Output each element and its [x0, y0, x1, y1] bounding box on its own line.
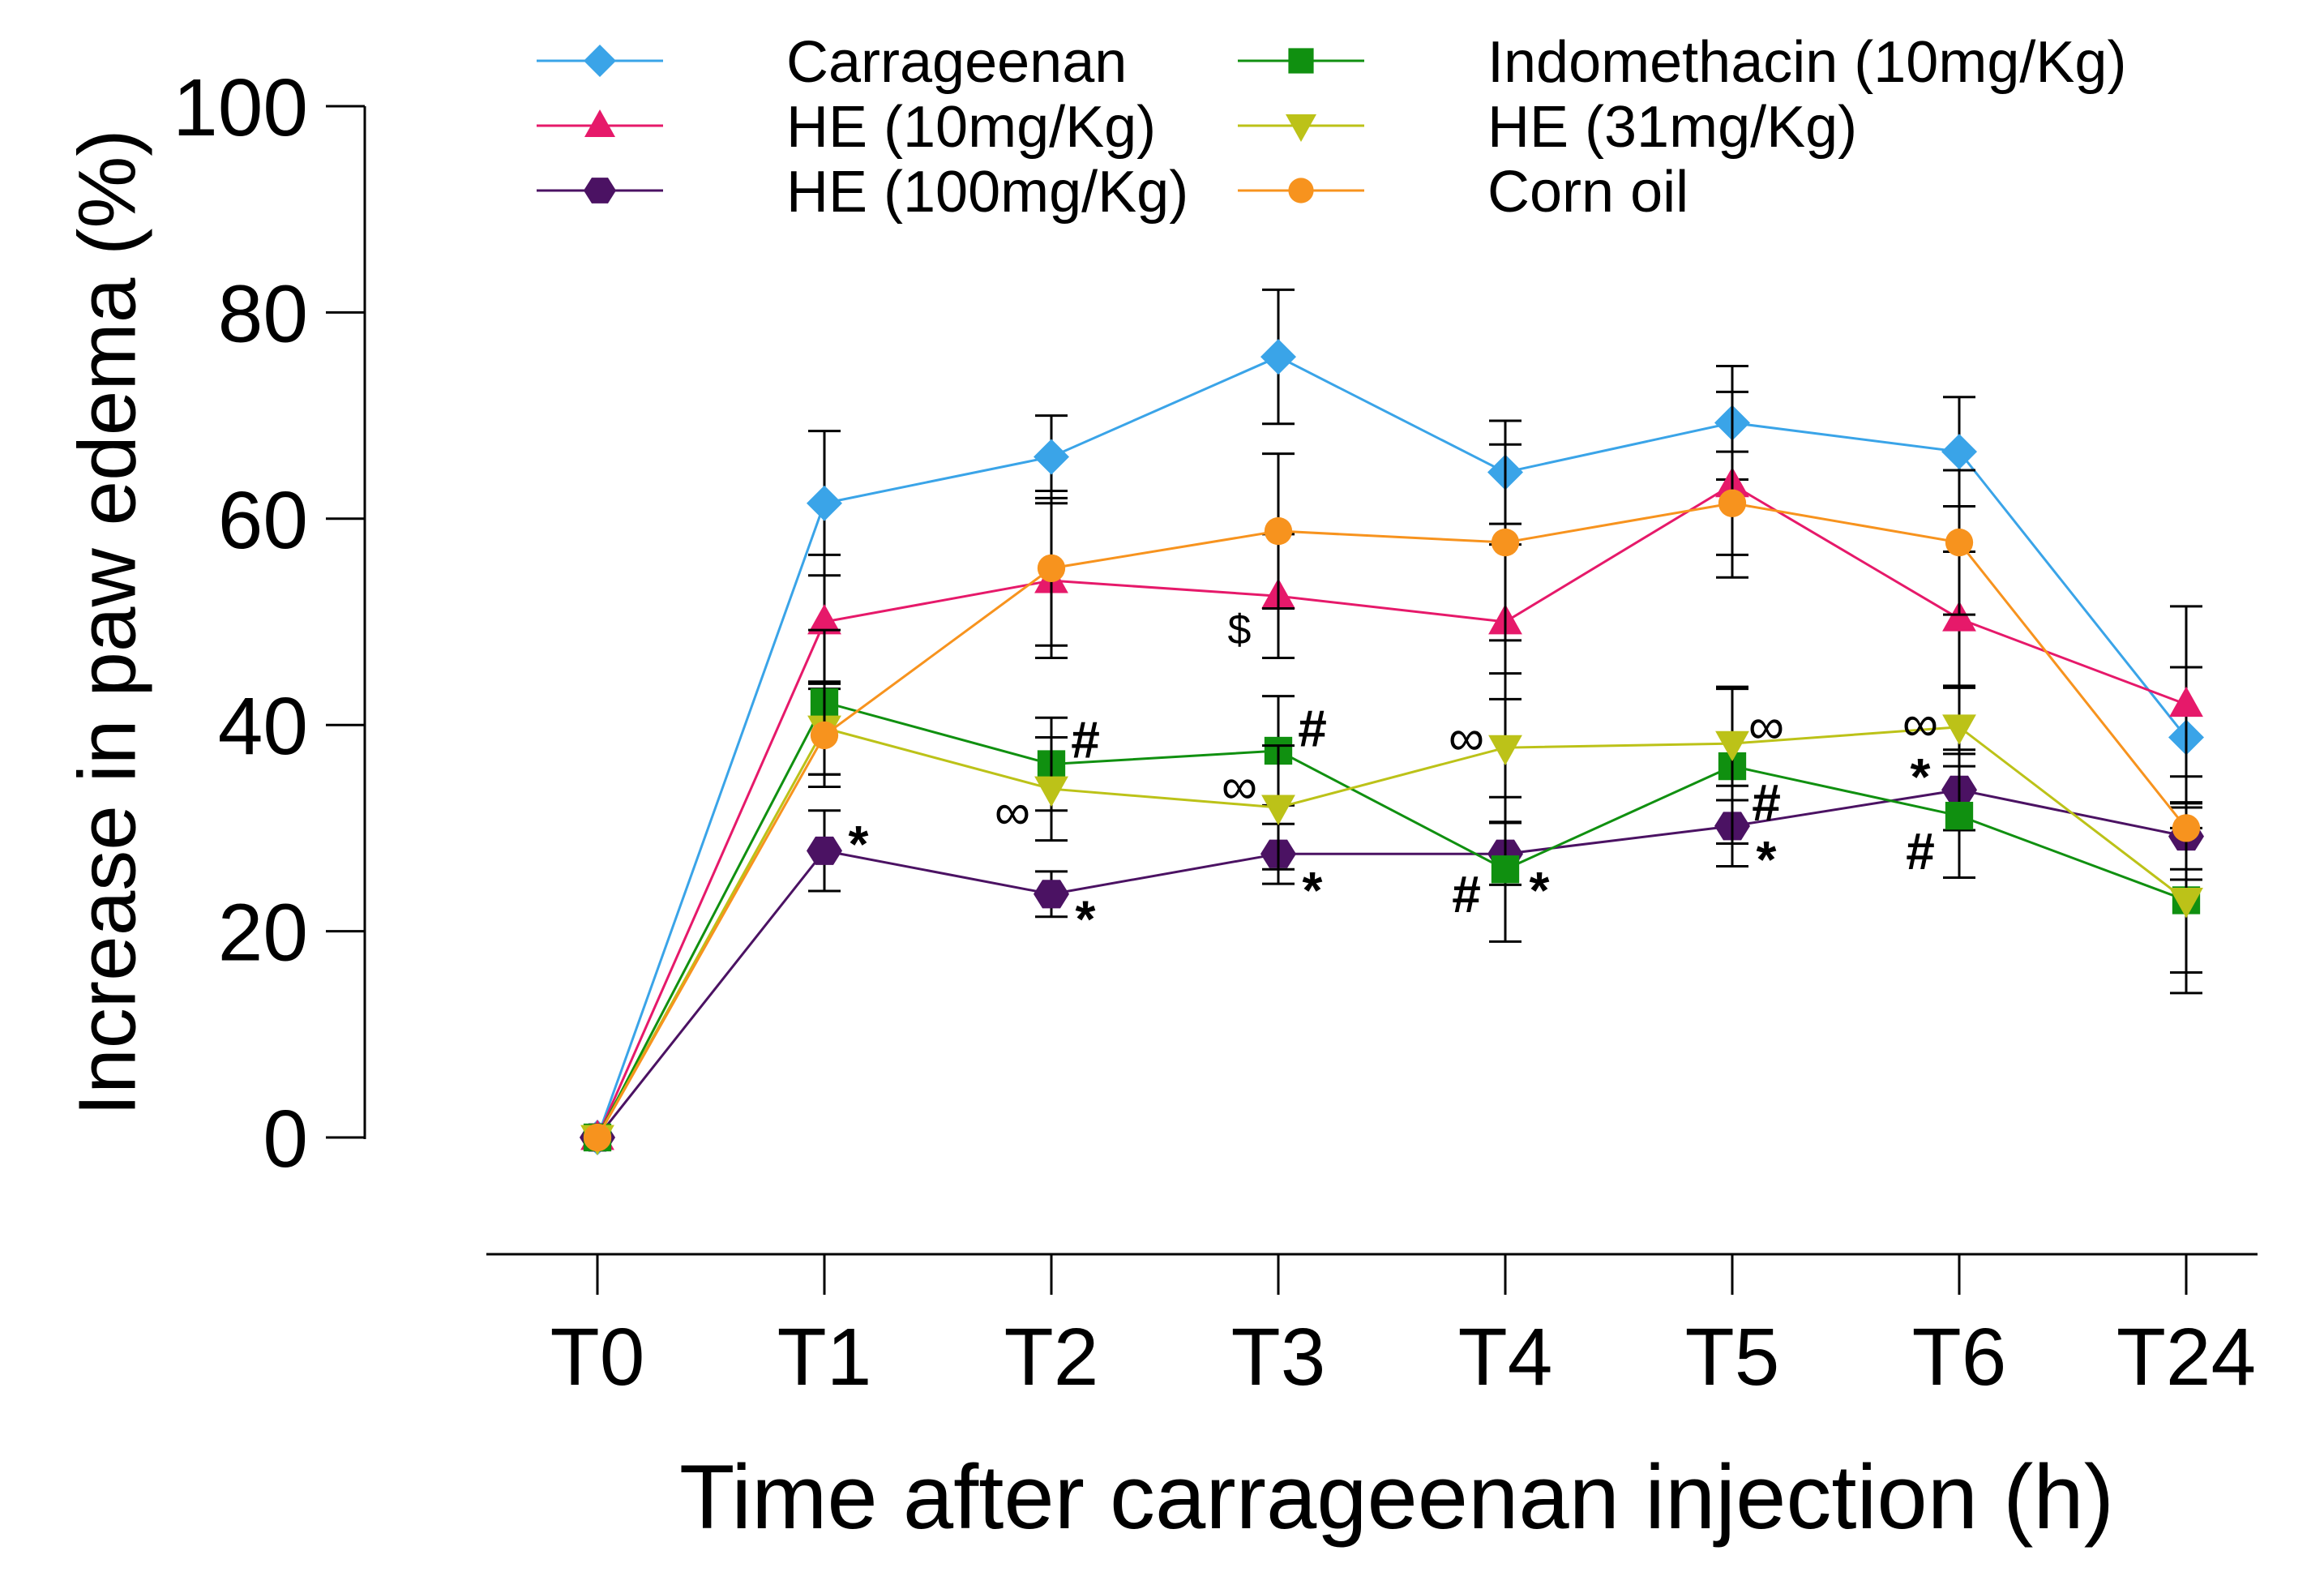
legend-entry: Carrageenan	[537, 30, 1127, 95]
data-point	[807, 485, 842, 521]
x-tick-label: T3	[1231, 1312, 1326, 1403]
y-tick-label: 0	[263, 1094, 308, 1184]
series-line	[596, 355, 2188, 1138]
data-point	[1034, 880, 1069, 909]
series-line	[596, 483, 2187, 1138]
significance-mark: #	[1906, 822, 1935, 880]
y-ticks: 0 20 40 60 80 100	[173, 62, 365, 1184]
legend-marker	[584, 109, 615, 137]
data-point	[1491, 855, 1520, 884]
data-point	[1261, 795, 1295, 825]
x-tick-label: T1	[777, 1312, 872, 1403]
data-point	[1034, 776, 1068, 807]
y-tick-label: 40	[218, 681, 308, 772]
y-tick-label: 80	[218, 268, 308, 359]
x-tick-label: T6	[1912, 1312, 2007, 1403]
legend-entry: Indomethacin (10mg/Kg)	[1238, 30, 2126, 95]
x-tick-label: T24	[2116, 1312, 2256, 1403]
y-tick-label: 100	[173, 62, 308, 153]
data-point	[2172, 814, 2201, 842]
data-point	[1491, 528, 1520, 557]
significance-mark: ∞	[1222, 759, 1257, 815]
significance-mark: #	[1298, 699, 1327, 757]
series-line	[596, 788, 2187, 1138]
legend-entry: Corn oil	[1238, 160, 1688, 225]
series-line	[596, 502, 2188, 1138]
series-line	[596, 700, 2187, 1138]
x-tick-label: T2	[1004, 1312, 1099, 1403]
data-point	[1034, 439, 1069, 475]
data-point	[810, 721, 839, 750]
significance-mark: ∞	[1902, 696, 1938, 752]
significance-mark: *	[1076, 890, 1096, 949]
data-point	[1942, 714, 1976, 745]
y-tick-label: 60	[218, 475, 308, 566]
series-corn-oil	[583, 443, 2202, 1152]
data-point	[583, 1123, 612, 1152]
legend-label: Carrageenan	[786, 30, 1127, 95]
legend-marker	[584, 45, 616, 77]
significance-mark: ∞	[995, 785, 1030, 841]
significance-mark: *	[1530, 861, 1550, 919]
data-point	[1264, 516, 1293, 546]
data-point	[2169, 888, 2203, 919]
significance-mark: *	[1757, 830, 1777, 889]
legend-label: Corn oil	[1487, 160, 1688, 225]
data-point	[1718, 489, 1747, 517]
legend-marker	[1288, 48, 1314, 74]
significance-mark: $	[1228, 606, 1252, 653]
data-point	[1037, 554, 1066, 583]
significance-mark: #	[1071, 710, 1100, 769]
legend-label: HE (31mg/Kg)	[1487, 95, 1857, 160]
data-point	[807, 836, 842, 865]
data-point	[1488, 735, 1522, 766]
legend-entry: HE (10mg/Kg)	[537, 95, 1156, 160]
axes: 0 20 40 60 80 100 T0 T1 T2 T3 T4 T5 T6 T24 Increase …	[62, 62, 2258, 1548]
significance-mark: *	[849, 815, 869, 873]
legend-marker	[584, 178, 616, 203]
significance-mark: #	[1452, 865, 1481, 923]
significance-mark: ∞	[1748, 699, 1784, 755]
significance-mark: *	[1911, 748, 1931, 806]
data-point	[1942, 601, 1976, 632]
significance-mark: #	[1752, 773, 1781, 832]
x-tick-label: T0	[550, 1312, 645, 1403]
x-tick-label: T5	[1685, 1312, 1780, 1403]
data-point	[1260, 339, 1296, 375]
legend-entry: HE (31mg/Kg)	[1238, 95, 1857, 160]
legend-label: Indomethacin (10mg/Kg)	[1487, 30, 2126, 95]
significance-mark: ∞	[1449, 710, 1484, 766]
legend-label: HE (100mg/Kg)	[786, 160, 1188, 225]
data-point	[807, 604, 841, 635]
legend-entry: HE (100mg/Kg)	[537, 160, 1188, 225]
data-point	[1945, 801, 1974, 830]
x-tick-label: T4	[1458, 1312, 1553, 1403]
y-axis-label: Increase in paw edema (%)	[62, 129, 152, 1116]
data-point	[1941, 434, 1977, 470]
significance-annotations: ** * ***# ####∞ ∞∞ ∞ ∞$	[849, 606, 1939, 949]
data-point	[1715, 730, 1749, 762]
data-point	[1945, 528, 1974, 557]
legend-marker	[1288, 178, 1314, 203]
legend-marker	[1286, 114, 1316, 142]
y-tick-label: 20	[218, 888, 308, 979]
significance-mark: *	[1303, 861, 1323, 919]
series-layer	[580, 288, 2204, 1155]
legend-label: HE (10mg/Kg)	[786, 95, 1156, 160]
x-axis-label: Time after carrageenan injection (h)	[679, 1446, 2114, 1548]
data-point	[2169, 686, 2203, 718]
x-ticks: T0 T1 T2 T3 T4 T5 T6 T24	[550, 1254, 2256, 1403]
series-line	[596, 726, 2187, 1138]
